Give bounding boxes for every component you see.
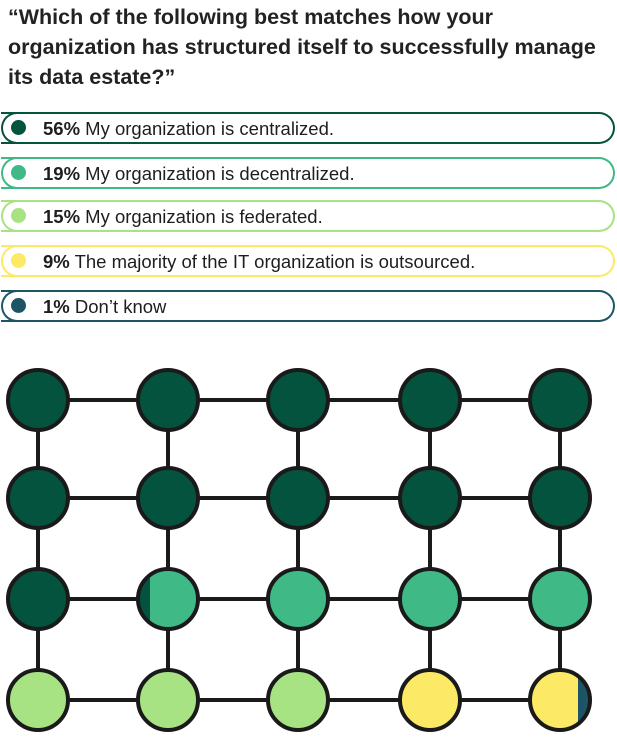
dot-grid-chart: [6, 368, 592, 732]
grid-dot-outline-13: [266, 567, 330, 631]
legend-item-centralized: 56% My organization is centralized.: [1, 111, 615, 144]
grid-dot-outline-12: [136, 567, 200, 631]
legend-label-decentralized: My organization is decentralized.: [85, 163, 355, 184]
grid-dot-outline-18: [266, 668, 330, 732]
grid-dot-outline-14: [398, 567, 462, 631]
grid-dot-outline-7: [136, 466, 200, 530]
grid-dot-outline-10: [528, 466, 592, 530]
legend-item-dont-know: 1% Don’t know: [1, 289, 615, 322]
grid-dot-outline-4: [398, 368, 462, 432]
grid-dot-outline-20: [528, 668, 592, 732]
grid-dot-outline-17: [136, 668, 200, 732]
legend-item-decentralized: 19% My organization is decentralized.: [1, 156, 615, 189]
legend-item-outsourced: 9% The majority of the IT organization i…: [1, 244, 615, 277]
legend-pct-decentralized: 19%: [43, 163, 81, 184]
survey-question: “Which of the following best matches how…: [8, 5, 596, 89]
legend-label-dont-know: Don’t know: [74, 296, 167, 317]
grid-dot-outline-11: [6, 567, 70, 631]
grid-dot-outline-5: [528, 368, 592, 432]
legend-pct-centralized: 56%: [43, 118, 81, 139]
legend-item-federated: 15% My organization is federated.: [1, 199, 615, 232]
legend-label-outsourced: The majority of the IT organization is o…: [74, 251, 476, 272]
legend-dot-federated: [11, 208, 26, 223]
legend-dot-dont-know: [11, 298, 26, 313]
grid-dot-outline-3: [266, 368, 330, 432]
legend-pct-dont-know: 1%: [43, 296, 70, 317]
legend-dot-decentralized: [11, 165, 26, 180]
grid-dot-outline-9: [398, 466, 462, 530]
legend-label-centralized: My organization is centralized.: [85, 118, 335, 139]
legend-dot-outsourced: [11, 253, 26, 268]
grid-dot-outline-8: [266, 466, 330, 530]
grid-dot-outline-2: [136, 368, 200, 432]
grid-dot-outline-16: [6, 668, 70, 732]
legend-dot-centralized: [11, 120, 26, 135]
grid-dot-outline-6: [6, 466, 70, 530]
grid-dot-outline-19: [398, 668, 462, 732]
legend-pct-federated: 15%: [43, 206, 81, 227]
legend-label-federated: My organization is federated.: [85, 206, 323, 227]
grid-dot-outline-15: [528, 567, 592, 631]
grid-dot-outline-1: [6, 368, 70, 432]
legend-pct-outsourced: 9%: [43, 251, 70, 272]
